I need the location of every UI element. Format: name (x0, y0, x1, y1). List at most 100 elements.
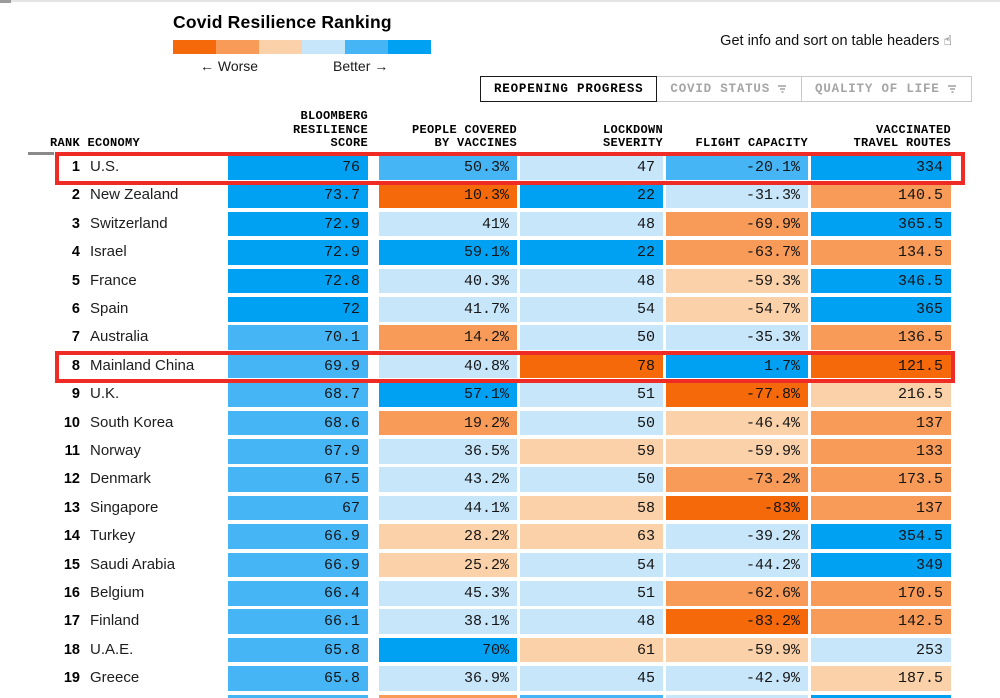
legend-segment-4 (345, 40, 388, 54)
legend-segment-3 (302, 40, 345, 54)
top-divider (0, 0, 1000, 2)
metric-cell: 73.7 (228, 183, 368, 208)
metric-cell: -83% (666, 495, 808, 521)
metric-cell: 1.7% (666, 353, 808, 379)
economy-name: U.K. (90, 385, 120, 403)
table-hint: Get info and sort on table headers ☝ (552, 33, 952, 49)
metric-cell (666, 694, 808, 698)
table-row: 11 Norway 67.9 36.5% 59 -59.9% 133 (0, 439, 1000, 464)
metric-cell: 22 (520, 240, 663, 265)
header-rank-economy[interactable]: RANK ECONOMY (50, 136, 141, 150)
metric-cell: 63 (520, 524, 663, 549)
rank-value: 17 (63, 613, 80, 630)
rank-value: 6 (71, 301, 80, 317)
metric-cell: 28.2% (379, 524, 517, 549)
metric-cell: 54 (520, 552, 663, 578)
table-row: 6 Spain 72 41.7% 54 -54.7% 365 (0, 297, 1000, 322)
metric-cell: 137 (811, 410, 951, 436)
legend-segment-2 (259, 40, 302, 54)
metric-cell: 65.8 (228, 637, 368, 663)
economy-name: Turkey (90, 527, 136, 545)
metric-cell: 58 (520, 495, 663, 521)
metric-cell: 142.5 (811, 609, 951, 634)
metric-cell: 41.7% (379, 297, 517, 322)
rank-value: 11 (64, 443, 80, 459)
metric-cell: 346.5 (811, 268, 951, 294)
metric-cell: 70.1 (228, 325, 368, 350)
partial-row (0, 694, 1000, 698)
metric-cell: 10.3% (379, 183, 517, 208)
table-row: 13 Singapore 67 44.1% 58 -83% 137 (0, 495, 1000, 521)
tab-reopening-progress[interactable]: REOPENING PROGRESS (480, 76, 658, 102)
table-row: 15 Saudi Arabia 66.9 25.2% 54 -44.2% 349 (0, 552, 1000, 578)
table-row: 16 Belgium 66.4 45.3% 51 -62.6% 170.5 (0, 581, 1000, 606)
metric-cell: -44.2% (666, 552, 808, 578)
rank-value: 3 (71, 215, 80, 232)
metric-cell: -54.7% (666, 297, 808, 322)
metric-cell: 66.9 (228, 524, 368, 549)
header-people-covered[interactable]: PEOPLE COVERED BY VACCINES (411, 122, 517, 150)
color-scale-legend (173, 40, 431, 54)
metric-cell: 36.5% (379, 439, 517, 464)
metric-cell: 14.2% (379, 325, 517, 350)
economy-name: Finland (90, 612, 140, 630)
metric-cell: 66.4 (228, 581, 368, 606)
metric-cell: 253 (811, 637, 951, 663)
metric-cell: 140.5 (811, 183, 951, 208)
metric-cell: 48 (520, 609, 663, 634)
metric-cell: -39.2% (666, 524, 808, 549)
table-row: 7 Australia 70.1 14.2% 50 -35.3% 136.5 (0, 325, 1000, 350)
top-scroll-indicator (0, 0, 11, 3)
rank-value: 1 (71, 159, 80, 175)
economy-name: Belgium (90, 584, 145, 601)
metric-cell: 45.3% (379, 581, 517, 606)
metric-cell: 134.5 (811, 240, 951, 265)
metric-cell: 51 (520, 382, 663, 407)
metric-cell: 50 (520, 467, 663, 492)
rank-value: 16 (63, 585, 80, 601)
tab-label: COVID STATUS (670, 82, 771, 96)
metric-cell: -59.9% (666, 637, 808, 663)
rank-value: 13 (63, 499, 80, 516)
metric-cell: 78 (520, 353, 663, 379)
table-row: 19 Greece 65.8 36.9% 45 -42.9% 187.5 (0, 666, 1000, 691)
rank-value: 18 (63, 641, 80, 658)
economy-name: Saudi Arabia (90, 555, 176, 573)
view-tabs: REOPENING PROGRESS COVID STATUS QUALITY OF… (480, 76, 972, 102)
table-row: 12 Denmark 67.5 43.2% 50 -73.2% 173.5 (0, 467, 1000, 492)
metric-cell: 66.9 (228, 552, 368, 578)
metric-cell: -59.9% (666, 439, 808, 464)
economy-name: France (90, 271, 137, 289)
metric-cell: 45 (520, 666, 663, 691)
metric-cell: 68.6 (228, 410, 368, 436)
table-row: 10 South Korea 68.6 19.2% 50 -46.4% 137 (0, 410, 1000, 436)
table-row: 9 U.K. 68.7 57.1% 51 -77.8% 216.5 (0, 382, 1000, 407)
economy-name: Singapore (90, 498, 159, 516)
funnel-icon (778, 85, 787, 93)
metric-cell: 72 (228, 297, 368, 322)
metric-cell: 54 (520, 297, 663, 322)
metric-cell: -46.4% (666, 410, 808, 436)
metric-cell (379, 694, 517, 698)
header-vaccinated-routes[interactable]: VACCINATED TRAVEL ROUTES (853, 122, 951, 150)
table-row: 3 Switzerland 72.9 41% 48 -69.9% 365.5 (0, 211, 1000, 237)
metric-cell: -77.8% (666, 382, 808, 407)
metric-cell: 67.5 (228, 467, 368, 492)
table-row: 5 France 72.8 40.3% 48 -59.3% 346.5 (0, 268, 1000, 294)
metric-cell: 216.5 (811, 382, 951, 407)
table-row: 8 Mainland China 69.9 40.8% 78 1.7% 121.5 (0, 353, 1000, 379)
metric-cell: 70% (379, 637, 517, 663)
table-row: 14 Turkey 66.9 28.2% 63 -39.2% 354.5 (0, 524, 1000, 549)
metric-cell: 173.5 (811, 467, 951, 492)
header-resilience-score[interactable]: BLOOMBERG RESILIENCE SCORE (292, 109, 368, 150)
header-flight-capacity[interactable]: FLIGHT CAPACITY (695, 136, 808, 150)
tab-quality-of-life[interactable]: QUALITY OF LIFE (801, 76, 972, 102)
header-lockdown-severity[interactable]: LOCKDOWN SEVERITY (602, 122, 663, 150)
metric-cell (811, 694, 951, 698)
tab-covid-status[interactable]: COVID STATUS (656, 76, 803, 102)
metric-cell: 25.2% (379, 552, 517, 578)
metric-cell (228, 694, 368, 698)
table-hint-text: Get info and sort on table headers (720, 33, 940, 49)
economy-name: Denmark (90, 470, 151, 488)
